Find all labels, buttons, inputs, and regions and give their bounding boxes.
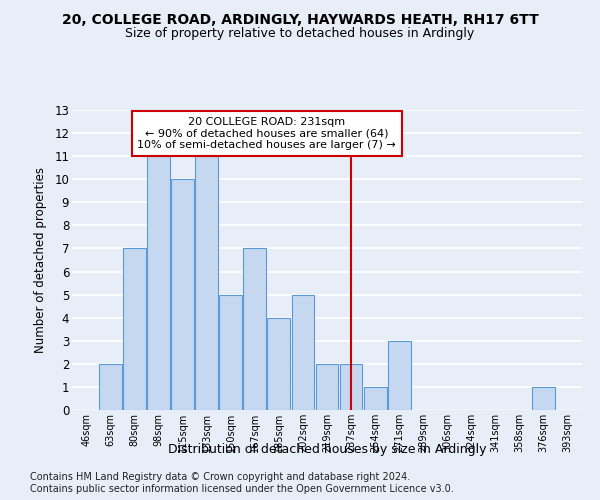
Bar <box>147 156 170 410</box>
Bar <box>388 341 410 410</box>
Text: Size of property relative to detached houses in Ardingly: Size of property relative to detached ho… <box>125 28 475 40</box>
Bar <box>340 364 362 410</box>
Text: Contains HM Land Registry data © Crown copyright and database right 2024.: Contains HM Land Registry data © Crown c… <box>30 472 410 482</box>
Bar <box>195 156 218 410</box>
Text: Contains public sector information licensed under the Open Government Licence v3: Contains public sector information licen… <box>30 484 454 494</box>
Y-axis label: Number of detached properties: Number of detached properties <box>34 167 47 353</box>
Bar <box>99 364 122 410</box>
Text: 20 COLLEGE ROAD: 231sqm
← 90% of detached houses are smaller (64)
10% of semi-de: 20 COLLEGE ROAD: 231sqm ← 90% of detache… <box>137 117 396 150</box>
Bar <box>244 248 266 410</box>
Bar <box>171 179 194 410</box>
Bar <box>292 294 314 410</box>
Text: 20, COLLEGE ROAD, ARDINGLY, HAYWARDS HEATH, RH17 6TT: 20, COLLEGE ROAD, ARDINGLY, HAYWARDS HEA… <box>62 12 538 26</box>
Bar <box>532 387 555 410</box>
Bar <box>123 248 146 410</box>
Text: Distribution of detached houses by size in Ardingly: Distribution of detached houses by size … <box>168 442 486 456</box>
Bar <box>364 387 386 410</box>
Bar <box>268 318 290 410</box>
Bar <box>220 294 242 410</box>
Bar <box>316 364 338 410</box>
